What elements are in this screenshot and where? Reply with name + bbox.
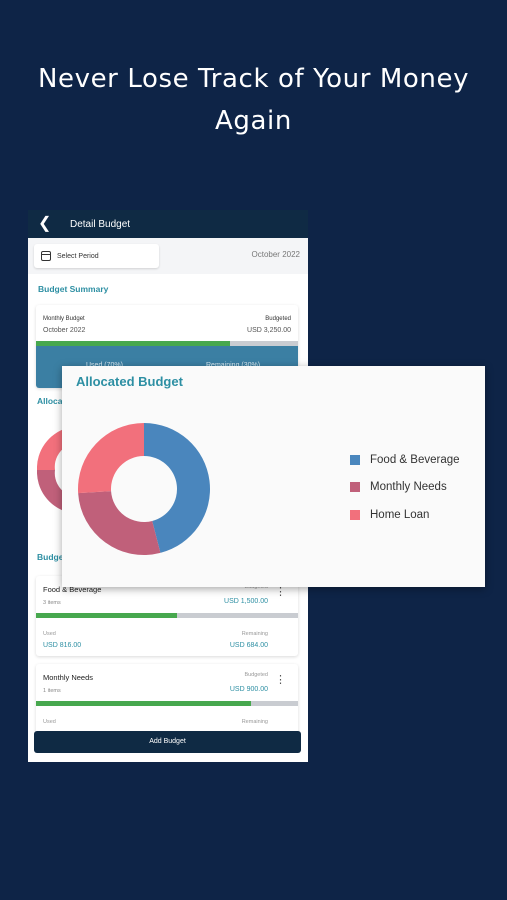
allocated-budget-title: Allocated Budget: [76, 374, 183, 389]
legend-label: Home Loan: [370, 508, 430, 521]
legend-item-monthly-needs: Monthly Needs: [350, 474, 460, 502]
item-budgeted-value: USD 1,500.00: [224, 598, 268, 605]
chart-legend: Food & Beverage Monthly Needs Home Loan: [350, 446, 460, 529]
item-remaining-label: Remaining: [241, 719, 268, 725]
item-progress-bar: [36, 613, 298, 618]
item-progress-bar: [36, 701, 298, 706]
more-options-icon[interactable]: ⋮: [275, 586, 286, 598]
remaining-tab[interactable]: Remaining (30%): [206, 362, 260, 369]
item-remaining-value: USD 684.00: [229, 642, 268, 649]
partial-slice-home-loan: [37, 428, 67, 470]
app-bar-title: Detail Budget: [70, 218, 131, 230]
legend-label: Monthly Needs: [370, 481, 447, 494]
add-budget-button[interactable]: Add Budget: [34, 731, 301, 753]
item-progress-fill: [36, 701, 251, 706]
summary-period: October 2022: [43, 327, 86, 334]
more-options-icon[interactable]: ⋮: [275, 674, 286, 686]
allocated-chart-partial: [37, 428, 67, 512]
headline: Never Lose Track of Your Money Again: [0, 58, 507, 142]
budget-list-label-partial: Budge: [37, 552, 64, 562]
donut-slice-food-beverage: [144, 423, 210, 553]
item-name: Monthly Needs: [43, 673, 94, 682]
donut-slice-home-loan: [78, 423, 144, 494]
allocated-budget-card: Allocated Budget Food & Beverage Monthly…: [62, 366, 485, 587]
budget-item-card[interactable]: Food & Beverage 3 items Budgeted USD 1,5…: [36, 576, 298, 656]
budget-item-card[interactable]: Monthly Needs 1 items Budgeted USD 900.0…: [36, 664, 298, 734]
item-used-label: Used: [43, 631, 56, 637]
allocated-label-partial: Alloca: [37, 396, 63, 406]
used-tab[interactable]: Used (70%): [86, 362, 123, 369]
partial-slice-monthly-needs: [37, 470, 67, 512]
back-arrow-icon[interactable]: ❮: [38, 215, 52, 232]
item-remaining-label: Remaining: [241, 631, 268, 637]
legend-item-home-loan: Home Loan: [350, 501, 460, 529]
item-count: 1 items: [43, 688, 61, 694]
summary-progress-fill: [36, 341, 230, 346]
period-row: Select Period October 2022: [28, 238, 308, 274]
legend-swatch: [350, 454, 360, 465]
item-used-value: USD 816.00: [43, 642, 82, 649]
item-budgeted-label: Budgeted: [244, 672, 268, 678]
headline-line-1: Never Lose Track of Your Money: [37, 64, 470, 94]
item-used-label: Used: [43, 719, 56, 725]
item-progress-fill: [36, 613, 178, 618]
headline-line-2: Again: [215, 106, 292, 136]
item-budgeted-value: USD 900.00: [229, 686, 268, 693]
donut-slice-monthly-needs: [78, 491, 161, 555]
selected-period: October 2022: [251, 250, 300, 259]
legend-label: Food & Beverage: [370, 453, 460, 466]
select-period-button[interactable]: Select Period: [34, 244, 159, 268]
budget-summary-title: Budget Summary: [38, 284, 109, 294]
summary-budgeted-label: Budgeted: [265, 316, 291, 322]
legend-item-food-beverage: Food & Beverage: [350, 446, 460, 474]
item-name: Food & Beverage: [43, 585, 102, 594]
select-period-label: Select Period: [57, 252, 99, 260]
app-bar: ❮ Detail Budget: [28, 210, 308, 238]
summary-budgeted-value: USD 3,250.00: [247, 327, 291, 334]
item-budgeted-label: Budgeted: [244, 584, 268, 590]
summary-progress-bar: [36, 341, 298, 346]
summary-label: Monthly Budget: [43, 316, 85, 322]
legend-swatch: [350, 509, 360, 520]
allocated-donut-chart: [78, 423, 210, 555]
item-count: 3 items: [43, 600, 61, 606]
calendar-icon: [41, 251, 51, 261]
legend-swatch: [350, 482, 360, 493]
